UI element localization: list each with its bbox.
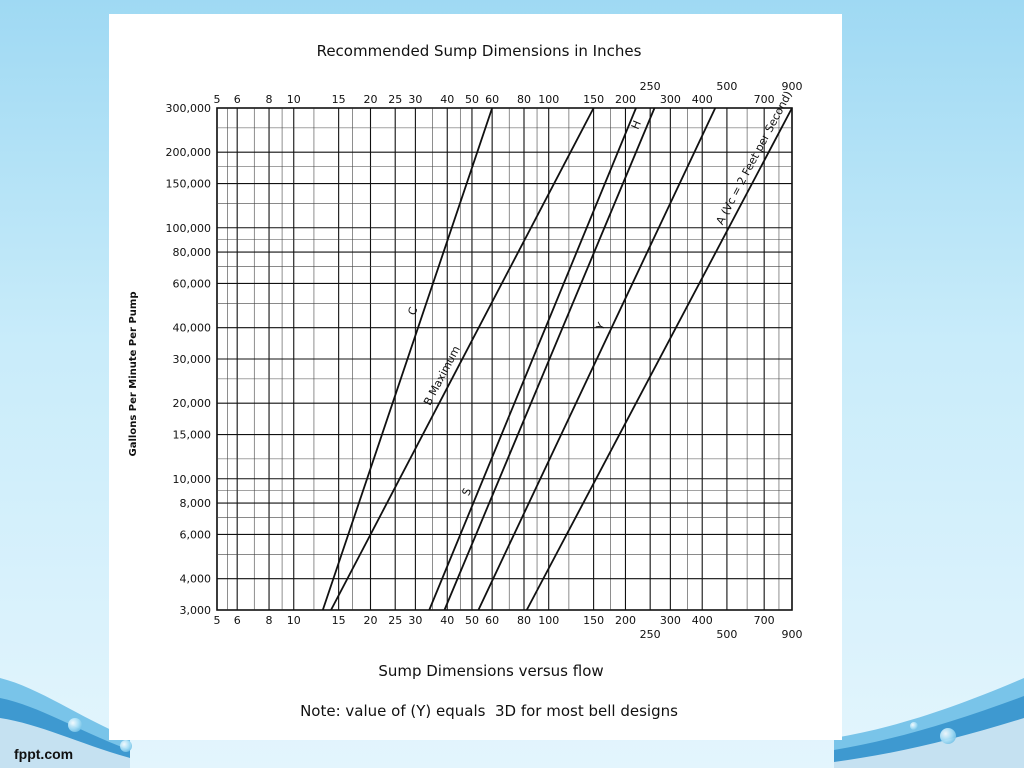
x-ticks-top: 5 6 8 10 15 20 25 30 40 50 60 80 100 150 200 300 400 700 2… (214, 80, 803, 106)
y-tick-label: 100,000 (166, 222, 212, 235)
x-tick-label-bottom: 40 (440, 614, 454, 627)
x-tick-label-top: 700 (754, 93, 775, 106)
y-tick-label: 3,000 (180, 604, 212, 617)
x-tick-label-top: 30 (408, 93, 422, 106)
x-tick-label-bottom: 25 (388, 614, 402, 627)
x-tick-label-top: 20 (364, 93, 378, 106)
series-label: Y (593, 320, 608, 333)
x-tick-label-top-row2: 900 (782, 80, 803, 93)
y-tick-label: 80,000 (173, 246, 212, 259)
bubble-icon (940, 728, 956, 744)
x-tick-label-top: 200 (615, 93, 636, 106)
y-axis-label: Gallons Per Minute Per Pump (128, 292, 139, 457)
series-line (330, 107, 595, 611)
series-label: C (406, 305, 421, 317)
y-tick-label: 8,000 (180, 497, 212, 510)
x-tick-label-bottom: 60 (485, 614, 499, 627)
x-tick-label-bottom: 200 (615, 614, 636, 627)
y-tick-label: 40,000 (173, 322, 212, 335)
bubble-icon (910, 722, 918, 730)
x-tick-label-top: 8 (266, 93, 273, 106)
wave-decoration-right (834, 678, 1024, 768)
x-tick-label-top: 80 (517, 93, 531, 106)
y-tick-label: 4,000 (180, 573, 212, 586)
x-tick-label-bottom: 30 (408, 614, 422, 627)
x-tick-label-bottom: 15 (332, 614, 346, 627)
x-tick-label-bottom: 300 (660, 614, 681, 627)
x-tick-label-top: 400 (692, 93, 713, 106)
x-tick-label-top: 5 (214, 93, 221, 106)
x-tick-label-bottom: 100 (538, 614, 559, 627)
y-tick-label: 200,000 (166, 146, 212, 159)
series-label: H (629, 119, 644, 132)
series-line (477, 107, 717, 611)
series-lines (321, 107, 793, 611)
y-tick-label: 150,000 (166, 178, 212, 191)
x-tick-label-top: 150 (583, 93, 604, 106)
series-line (321, 107, 493, 611)
wave-decoration-left (0, 678, 130, 768)
x-tick-label-top: 6 (234, 93, 241, 106)
x-tick-label-top: 15 (332, 93, 346, 106)
y-tick-label: 10,000 (173, 473, 212, 486)
x-tick-label-bottom: 150 (583, 614, 604, 627)
y-tick-label: 6,000 (180, 528, 212, 541)
x-tick-label-bottom: 20 (364, 614, 378, 627)
x-tick-label-top-row2: 250 (640, 80, 661, 93)
x-tick-label-bottom: 400 (692, 614, 713, 627)
chart-subtitle: Sump Dimensions versus flow (378, 662, 603, 680)
x-ticks-bottom: 5 6 8 10 15 20 25 30 40 50 60 80 100 150 200 300 400 700 2… (214, 614, 803, 641)
y-tick-label: 15,000 (173, 429, 212, 442)
series-line (443, 107, 656, 611)
x-tick-label-top: 25 (388, 93, 402, 106)
x-tick-label-top: 50 (465, 93, 479, 106)
x-tick-label-top: 100 (538, 93, 559, 106)
x-tick-label-bottom: 50 (465, 614, 479, 627)
x-tick-label-top: 40 (440, 93, 454, 106)
y-tick-label: 300,000 (166, 102, 212, 115)
chart-note: Note: value of (Y) equals 3D for most be… (300, 702, 678, 720)
chart-title: Recommended Sump Dimensions in Inches (317, 42, 642, 60)
brand-label: fppt.com (14, 746, 74, 762)
x-tick-label-top: 300 (660, 93, 681, 106)
bubble-icon (68, 718, 82, 732)
series-label: A (Vc = 2 Feet per Second) (713, 89, 794, 227)
x-tick-label-top: 10 (287, 93, 301, 106)
x-tick-label-bottom-row2: 250 (640, 628, 661, 641)
x-tick-label-bottom-row2: 500 (716, 628, 737, 641)
series-label: S (459, 486, 474, 497)
x-tick-label-bottom: 700 (754, 614, 775, 627)
y-tick-label: 30,000 (173, 353, 212, 366)
bubble-icon (120, 740, 132, 752)
y-tick-label: 60,000 (173, 277, 212, 290)
x-tick-label-top: 60 (485, 93, 499, 106)
series-line (428, 107, 637, 611)
x-tick-label-bottom-row2: 900 (782, 628, 803, 641)
x-tick-label-bottom: 10 (287, 614, 301, 627)
y-tick-label: 20,000 (173, 397, 212, 410)
x-tick-label-bottom: 80 (517, 614, 531, 627)
series-line (525, 107, 793, 611)
x-tick-label-bottom: 8 (266, 614, 273, 627)
y-ticks: 300,000 200,000 150,000 100,000 80,000 60,000… (166, 102, 212, 617)
x-tick-label-bottom: 6 (234, 614, 241, 627)
x-tick-label-bottom: 5 (214, 614, 221, 627)
x-tick-label-top-row2: 500 (716, 80, 737, 93)
chart-grid (216, 107, 793, 611)
